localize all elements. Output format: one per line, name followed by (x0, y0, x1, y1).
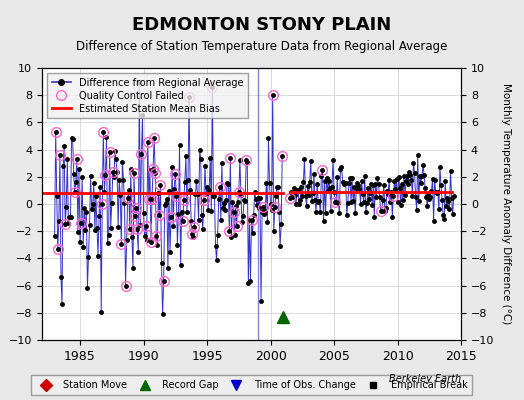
Text: EDMONTON STONY PLAIN: EDMONTON STONY PLAIN (133, 16, 391, 34)
Y-axis label: Monthly Temperature Anomaly Difference (°C): Monthly Temperature Anomaly Difference (… (501, 83, 511, 325)
Legend: Station Move, Record Gap, Time of Obs. Change, Empirical Break: Station Move, Record Gap, Time of Obs. C… (31, 375, 472, 395)
Text: Difference of Station Temperature Data from Regional Average: Difference of Station Temperature Data f… (77, 40, 447, 53)
Text: Berkeley Earth: Berkeley Earth (389, 374, 461, 384)
